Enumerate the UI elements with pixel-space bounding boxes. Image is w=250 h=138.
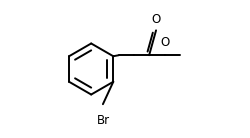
Text: O: O [152,13,161,26]
Text: Br: Br [97,114,110,127]
Text: O: O [160,36,170,49]
